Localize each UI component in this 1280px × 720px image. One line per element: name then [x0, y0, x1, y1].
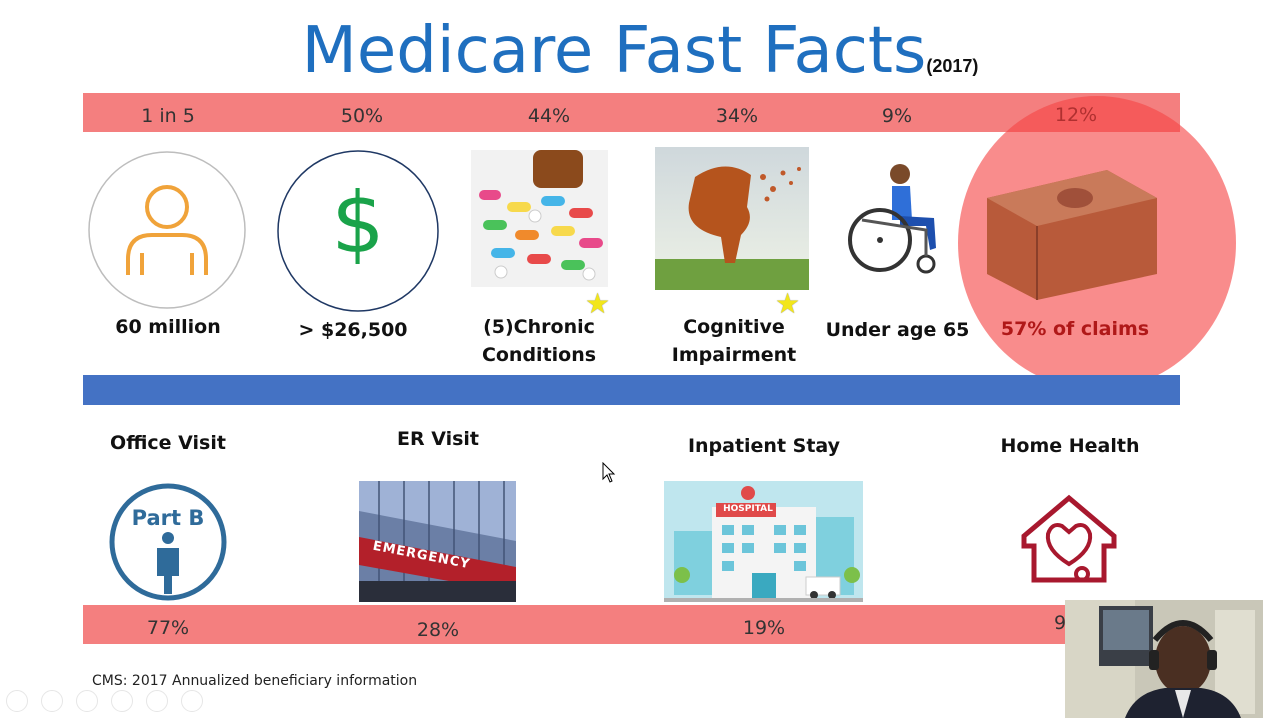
- label-inpatient-stay: Inpatient Stay: [687, 435, 841, 457]
- view-slides-button[interactable]: [111, 690, 133, 712]
- highlight-circle: [958, 96, 1236, 390]
- bottom-stats-band: [83, 605, 1180, 644]
- label-er-visit: ER Visit: [396, 428, 479, 450]
- stat-office-visit: 77%: [146, 617, 190, 639]
- label-home-health: Home Health: [1000, 435, 1140, 457]
- star-icon: ★: [775, 288, 801, 319]
- divider-band: [83, 375, 1180, 405]
- stat-thirty-four-percent: 34%: [715, 105, 759, 127]
- label-sixty-million: 60 million: [115, 316, 221, 338]
- webcam-video: [1065, 600, 1263, 718]
- label-line: Cognitive: [683, 316, 785, 338]
- more-options-button[interactable]: [181, 690, 203, 712]
- part-b-icon: [109, 483, 227, 601]
- stat-one-in-five: 1 in 5: [141, 105, 195, 127]
- previous-slide-button[interactable]: [6, 690, 28, 712]
- stat-forty-four-percent: 44%: [527, 105, 571, 127]
- mouse-cursor-icon: [602, 462, 616, 483]
- tree-head-image: [655, 147, 809, 290]
- star-icon: ★: [585, 288, 611, 319]
- slideshow-controls: [6, 690, 203, 712]
- next-slide-button[interactable]: [41, 690, 63, 712]
- slide-title: Medicare Fast Facts(2017): [0, 14, 1280, 88]
- top-stats-band: [83, 93, 1180, 132]
- hospital-image: [664, 481, 863, 602]
- label-under-age-65: Under age 65: [825, 319, 970, 341]
- title-text: Medicare Fast Facts: [301, 14, 927, 88]
- label-line: (5)Chronic: [483, 316, 595, 338]
- hospital-sign: HOSPITAL: [723, 504, 773, 514]
- pen-tool-button[interactable]: [76, 690, 98, 712]
- label-claims: 57% of claims: [1000, 318, 1150, 340]
- stat-inpatient-stay: 19%: [742, 617, 786, 639]
- dollar-symbol: $: [331, 174, 385, 272]
- emergency-image: [359, 481, 516, 602]
- stat-fifty-percent: 50%: [340, 105, 384, 127]
- stat-twelve-percent: 12%: [1054, 104, 1098, 126]
- home-health-icon: [1021, 494, 1117, 583]
- wheelchair-image: [848, 164, 936, 274]
- title-year: (2017): [926, 56, 979, 76]
- label-line: Conditions: [481, 344, 597, 366]
- stat-nine-percent: 9%: [881, 105, 913, 127]
- money-stack-image: [987, 170, 1157, 300]
- stat-er-visit: 28%: [416, 619, 460, 641]
- stat-home-health: 9: [1054, 612, 1067, 634]
- person-icon: [88, 151, 246, 309]
- label-office-visit: Office Visit: [110, 432, 226, 454]
- part-b-text: Part B: [131, 506, 205, 530]
- dollar-icon: [277, 150, 439, 312]
- label-cognitive-impairment: Cognitive Impairment: [654, 313, 814, 369]
- label-avg-cost: > $26,500: [298, 319, 408, 341]
- zoom-button[interactable]: [146, 690, 168, 712]
- source-note: CMS: 2017 Annualized beneficiary informa…: [92, 673, 418, 689]
- pills-image: [471, 150, 608, 287]
- label-line: Impairment: [671, 344, 797, 366]
- label-chronic-conditions: (5)Chronic Conditions: [459, 313, 619, 369]
